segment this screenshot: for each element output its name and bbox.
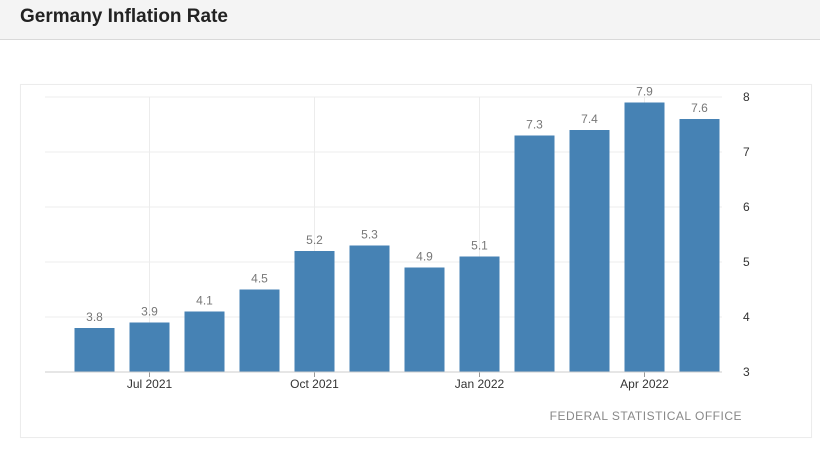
bar [624,102,665,372]
y-tick-label: 3 [743,365,750,379]
data-label: 7.3 [526,118,543,132]
bar [514,135,555,372]
page-title: Germany Inflation Rate [20,6,228,27]
bar [184,311,225,372]
bar [404,267,445,372]
data-label: 4.1 [196,294,213,308]
data-label: 3.8 [86,310,103,324]
bar [679,119,720,372]
bar [569,130,610,372]
data-label: 5.1 [471,239,488,253]
y-tick-label: 4 [743,310,750,324]
data-labels-layer: 3.8 3.9 4.1 4.5 5.2 5.3 4.9 5.1 7.3 7.4 7.9 7.6 [86,85,708,325]
bar [74,328,115,372]
bar [129,322,170,372]
y-tick-label: 8 [743,90,750,104]
data-label: 4.5 [251,272,268,286]
x-axis: Jul 2021 Oct 2021 Jan 2022 Apr 2022 [45,371,722,391]
y-tick-label: 7 [743,145,750,159]
data-label: 7.9 [636,85,653,99]
y-axis: 3 4 5 6 7 8 [743,90,750,379]
data-label: 7.6 [691,101,708,115]
data-label: 7.4 [581,112,598,126]
bar [294,251,335,372]
source-label: FEDERAL STATISTICAL OFFICE [550,409,742,423]
bars-layer [74,102,720,372]
y-tick-label: 6 [743,200,750,214]
x-tick-label: Jul 2021 [127,377,173,391]
x-tick-label: Oct 2021 [290,377,339,391]
x-tick-label: Jan 2022 [455,377,505,391]
header-bar: Germany Inflation Rate [0,0,820,40]
data-label: 3.9 [141,305,158,319]
x-tick-label: Apr 2022 [620,377,669,391]
bar [239,289,280,372]
bar [349,245,390,372]
data-label: 5.3 [361,228,378,242]
y-tick-label: 5 [743,255,750,269]
data-label: 5.2 [306,233,323,247]
data-label: 4.9 [416,250,433,264]
bar [459,256,500,372]
